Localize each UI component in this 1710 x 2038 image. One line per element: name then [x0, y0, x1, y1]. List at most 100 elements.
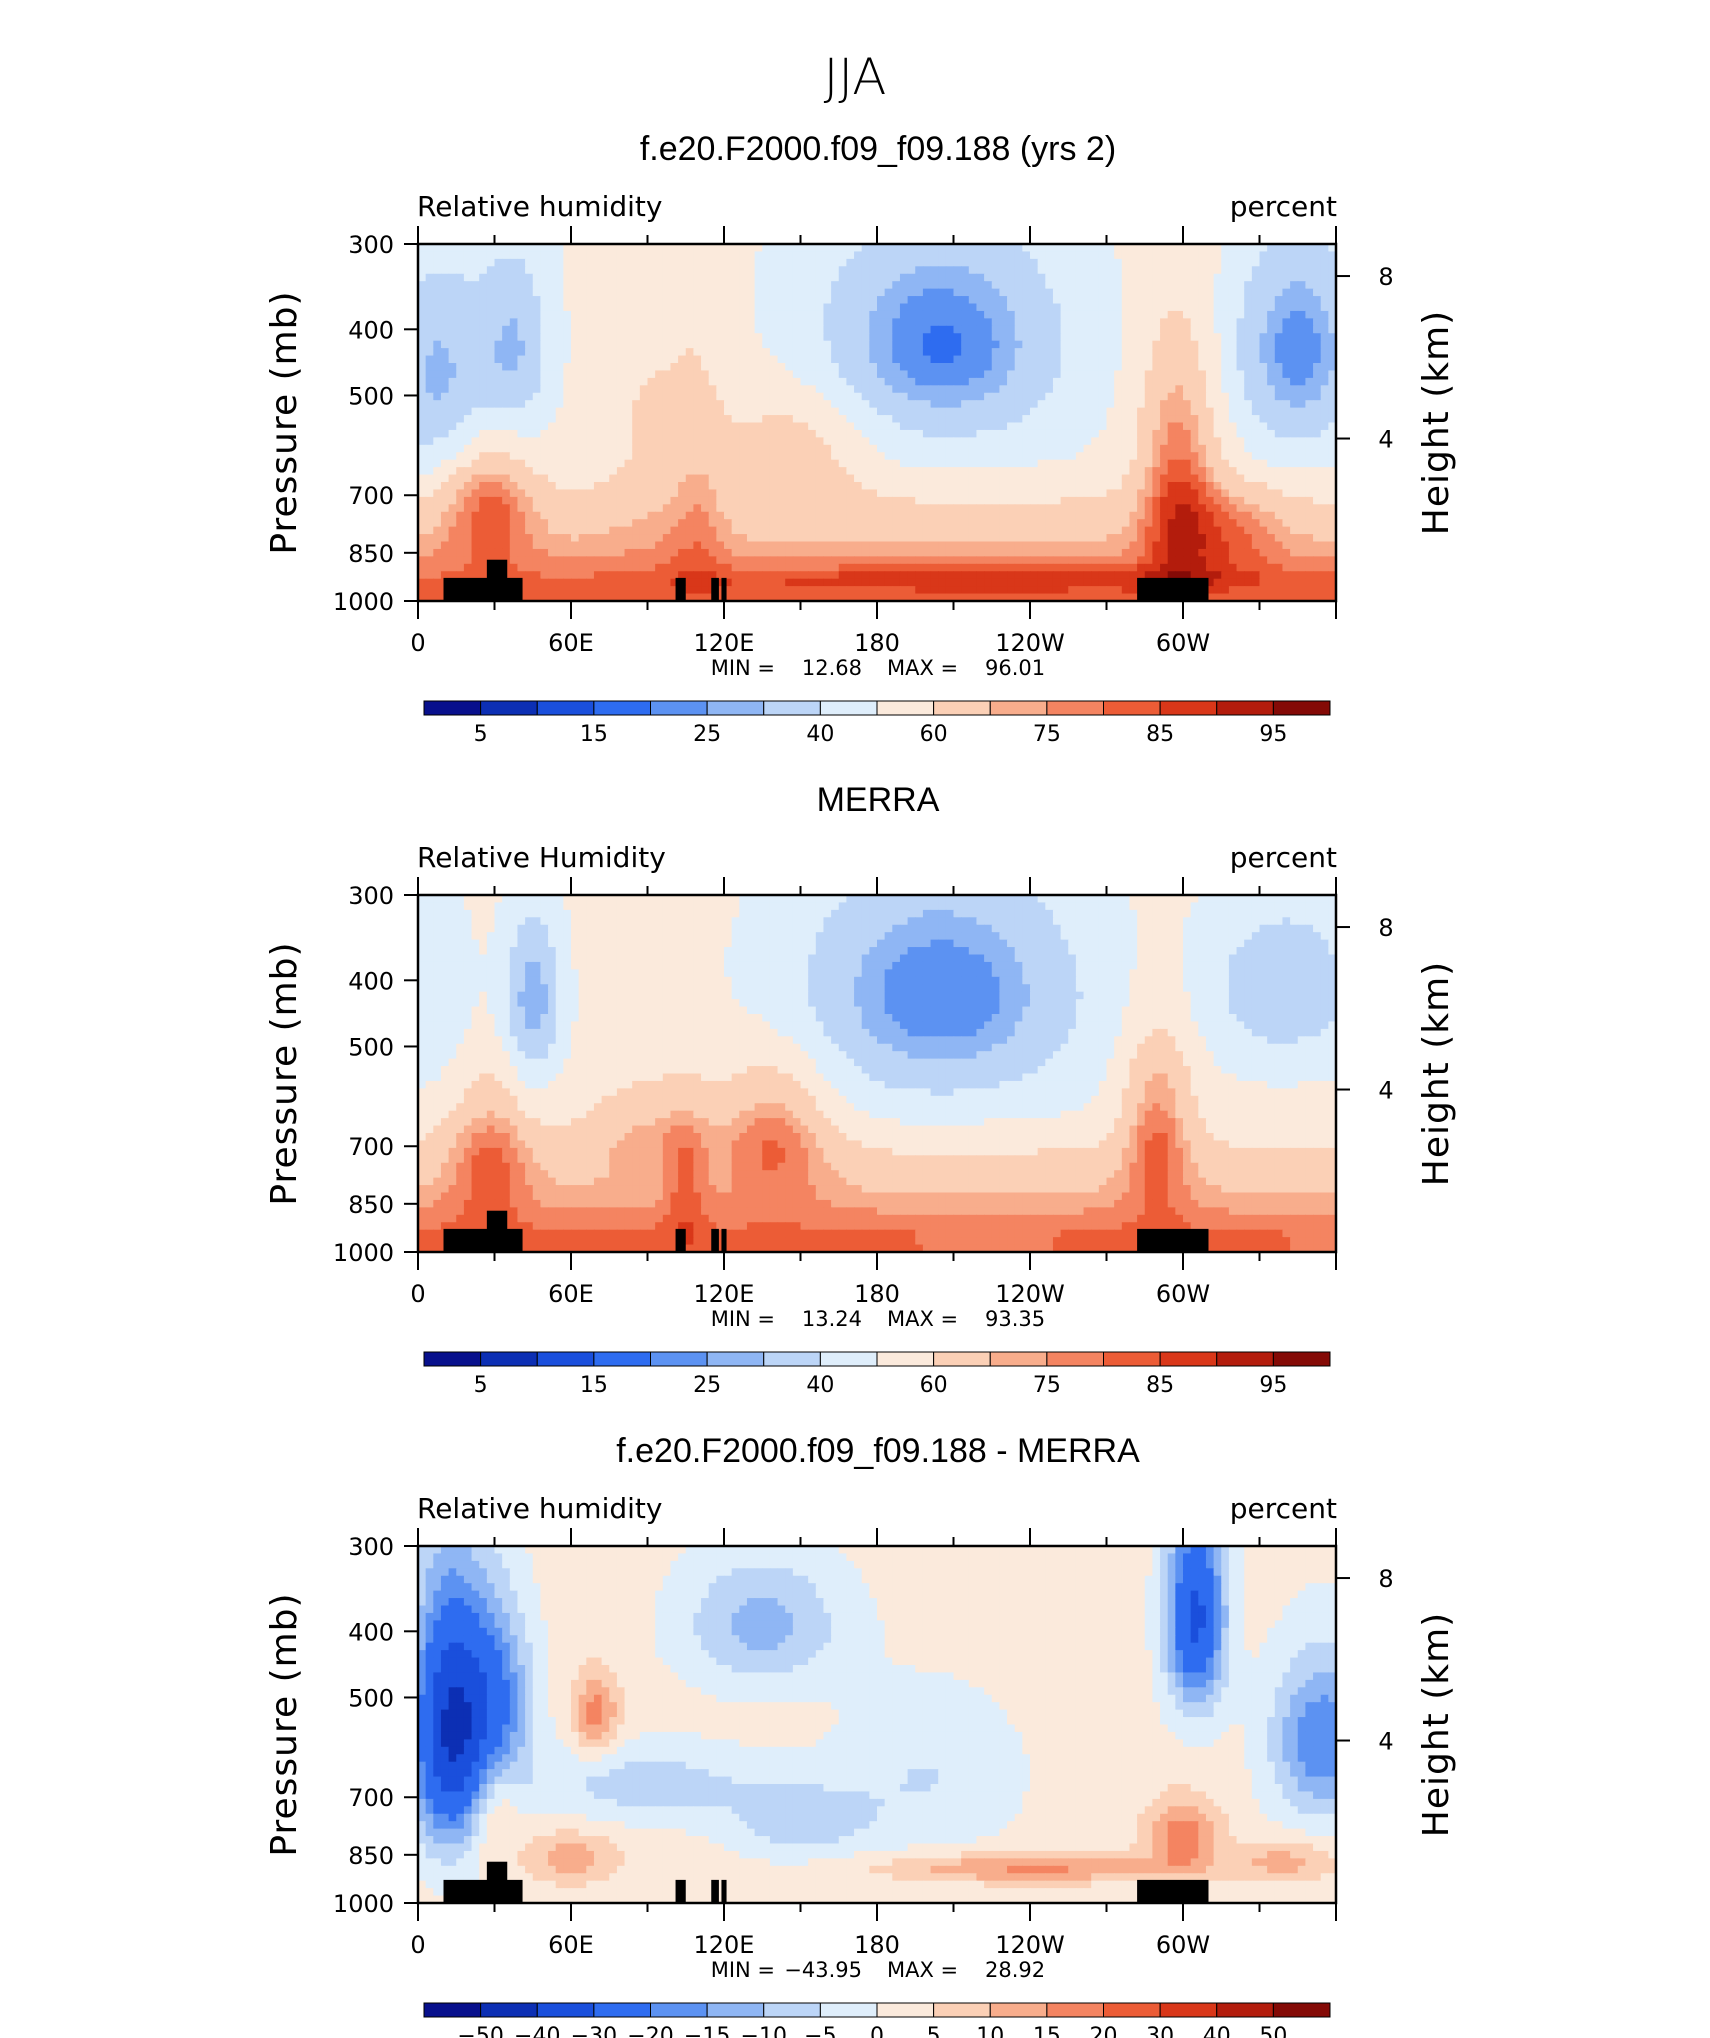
heatmap-cell: [571, 526, 580, 535]
heatmap-cell: [1221, 526, 1230, 535]
heatmap-cell: [1236, 288, 1245, 297]
heatmap-cell: [899, 273, 909, 282]
heatmap-cell: [877, 541, 886, 550]
heatmap-cell: [930, 452, 939, 461]
heatmap-cell: [708, 526, 717, 535]
heatmap-cell: [494, 273, 503, 282]
heatmap-cell: [1213, 489, 1222, 498]
heatmap-cell: [1236, 392, 1245, 401]
heatmap-cell: [678, 407, 687, 416]
heatmap-cell: [1244, 377, 1253, 386]
heatmap-cell: [440, 385, 450, 394]
heatmap-cell: [624, 340, 633, 349]
heatmap-cell: [1037, 318, 1046, 327]
heatmap-cell: [708, 296, 717, 305]
heatmap-cell: [861, 273, 870, 282]
heatmap-cell: [1198, 318, 1207, 327]
heatmap-cell: [578, 273, 587, 282]
heatmap-cell: [1290, 467, 1299, 476]
heatmap-cell: [976, 452, 985, 461]
heatmap-cell: [1221, 310, 1230, 319]
heatmap-cell: [731, 266, 740, 275]
heatmap-cell: [991, 273, 1000, 282]
heatmap-cell: [731, 273, 740, 282]
heatmap-cell: [945, 325, 955, 334]
heatmap-cell: [1320, 526, 1329, 535]
heatmap-cell: [815, 496, 825, 505]
heatmap-cell: [662, 370, 672, 379]
heatmap-cell: [1152, 310, 1161, 319]
heatmap-cell: [1098, 303, 1108, 312]
heatmap-cell: [502, 437, 511, 446]
heatmap-cell: [701, 429, 710, 438]
heatmap-cell: [693, 385, 702, 394]
heatmap-cell: [1290, 377, 1299, 386]
heatmap-cell: [716, 251, 725, 260]
heatmap-cell: [754, 333, 763, 342]
heatmap-cell: [1091, 244, 1100, 253]
heatmap-cell: [1236, 318, 1245, 327]
heatmap-cell: [938, 511, 947, 520]
heatmap-cell: [846, 244, 855, 253]
heatmap-cell: [877, 511, 886, 520]
heatmap-cell: [815, 452, 825, 461]
heatmap-cell: [1320, 340, 1329, 349]
heatmap-cell: [1259, 310, 1268, 319]
heatmap-cell: [1297, 467, 1306, 476]
heatmap-cell: [953, 429, 962, 438]
heatmap-cell: [769, 437, 779, 446]
heatmap-cell: [662, 526, 672, 535]
heatmap-cell: [1106, 534, 1115, 543]
heatmap-cell: [701, 437, 710, 446]
heatmap-cell: [1213, 385, 1222, 394]
heatmap-cell: [1228, 444, 1238, 453]
heatmap-cell: [877, 474, 886, 483]
heatmap-cell: [1129, 370, 1138, 379]
heatmap-cell: [1121, 377, 1131, 386]
heatmap-cell: [509, 519, 519, 528]
heatmap-cell: [418, 288, 427, 297]
heatmap-cell: [930, 534, 939, 543]
heatmap-cell: [601, 482, 610, 491]
heatmap-cell: [792, 244, 802, 253]
heatmap-cell: [563, 333, 572, 342]
heatmap-cell: [586, 244, 595, 253]
heatmap-cell: [448, 415, 457, 424]
heatmap-cell: [777, 370, 786, 379]
heatmap-cell: [1114, 429, 1123, 438]
heatmap-cell: [1083, 429, 1092, 438]
heatmap-cell: [1267, 407, 1276, 416]
heatmap-cell: [877, 363, 886, 372]
heatmap-cell: [746, 288, 756, 297]
heatmap-cell: [884, 459, 893, 468]
heatmap-cell: [716, 541, 725, 550]
heatmap-cell: [1297, 400, 1306, 409]
heatmap-cell: [1320, 496, 1329, 505]
heatmap-cell: [685, 273, 694, 282]
heatmap-cell: [915, 325, 924, 334]
heatmap-cell: [609, 258, 618, 267]
heatmap-cell: [961, 273, 970, 282]
heatmap-cell: [593, 303, 603, 312]
heatmap-cell: [846, 370, 855, 379]
heatmap-cell: [877, 444, 886, 453]
heatmap-cell: [1152, 288, 1161, 297]
heatmap-cell: [1267, 489, 1276, 498]
heatmap-cell: [1114, 400, 1123, 409]
heatmap-cell: [1267, 385, 1276, 394]
heatmap-cell: [440, 437, 450, 446]
heatmap-cell: [792, 415, 802, 424]
heatmap-cell: [877, 377, 886, 386]
heatmap-cell: [471, 489, 480, 498]
heatmap-cell: [968, 333, 978, 342]
heatmap-cell: [685, 422, 694, 431]
heatmap-cell: [1320, 534, 1329, 543]
heatmap-cell: [1060, 370, 1069, 379]
heatmap-cell: [1198, 437, 1207, 446]
heatmap-cell: [1244, 437, 1253, 446]
heatmap-cell: [1244, 244, 1253, 253]
heatmap-cell: [1144, 281, 1153, 290]
heatmap-cell: [418, 244, 427, 253]
heatmap-cell: [448, 370, 457, 379]
heatmap-cell: [1083, 377, 1092, 386]
